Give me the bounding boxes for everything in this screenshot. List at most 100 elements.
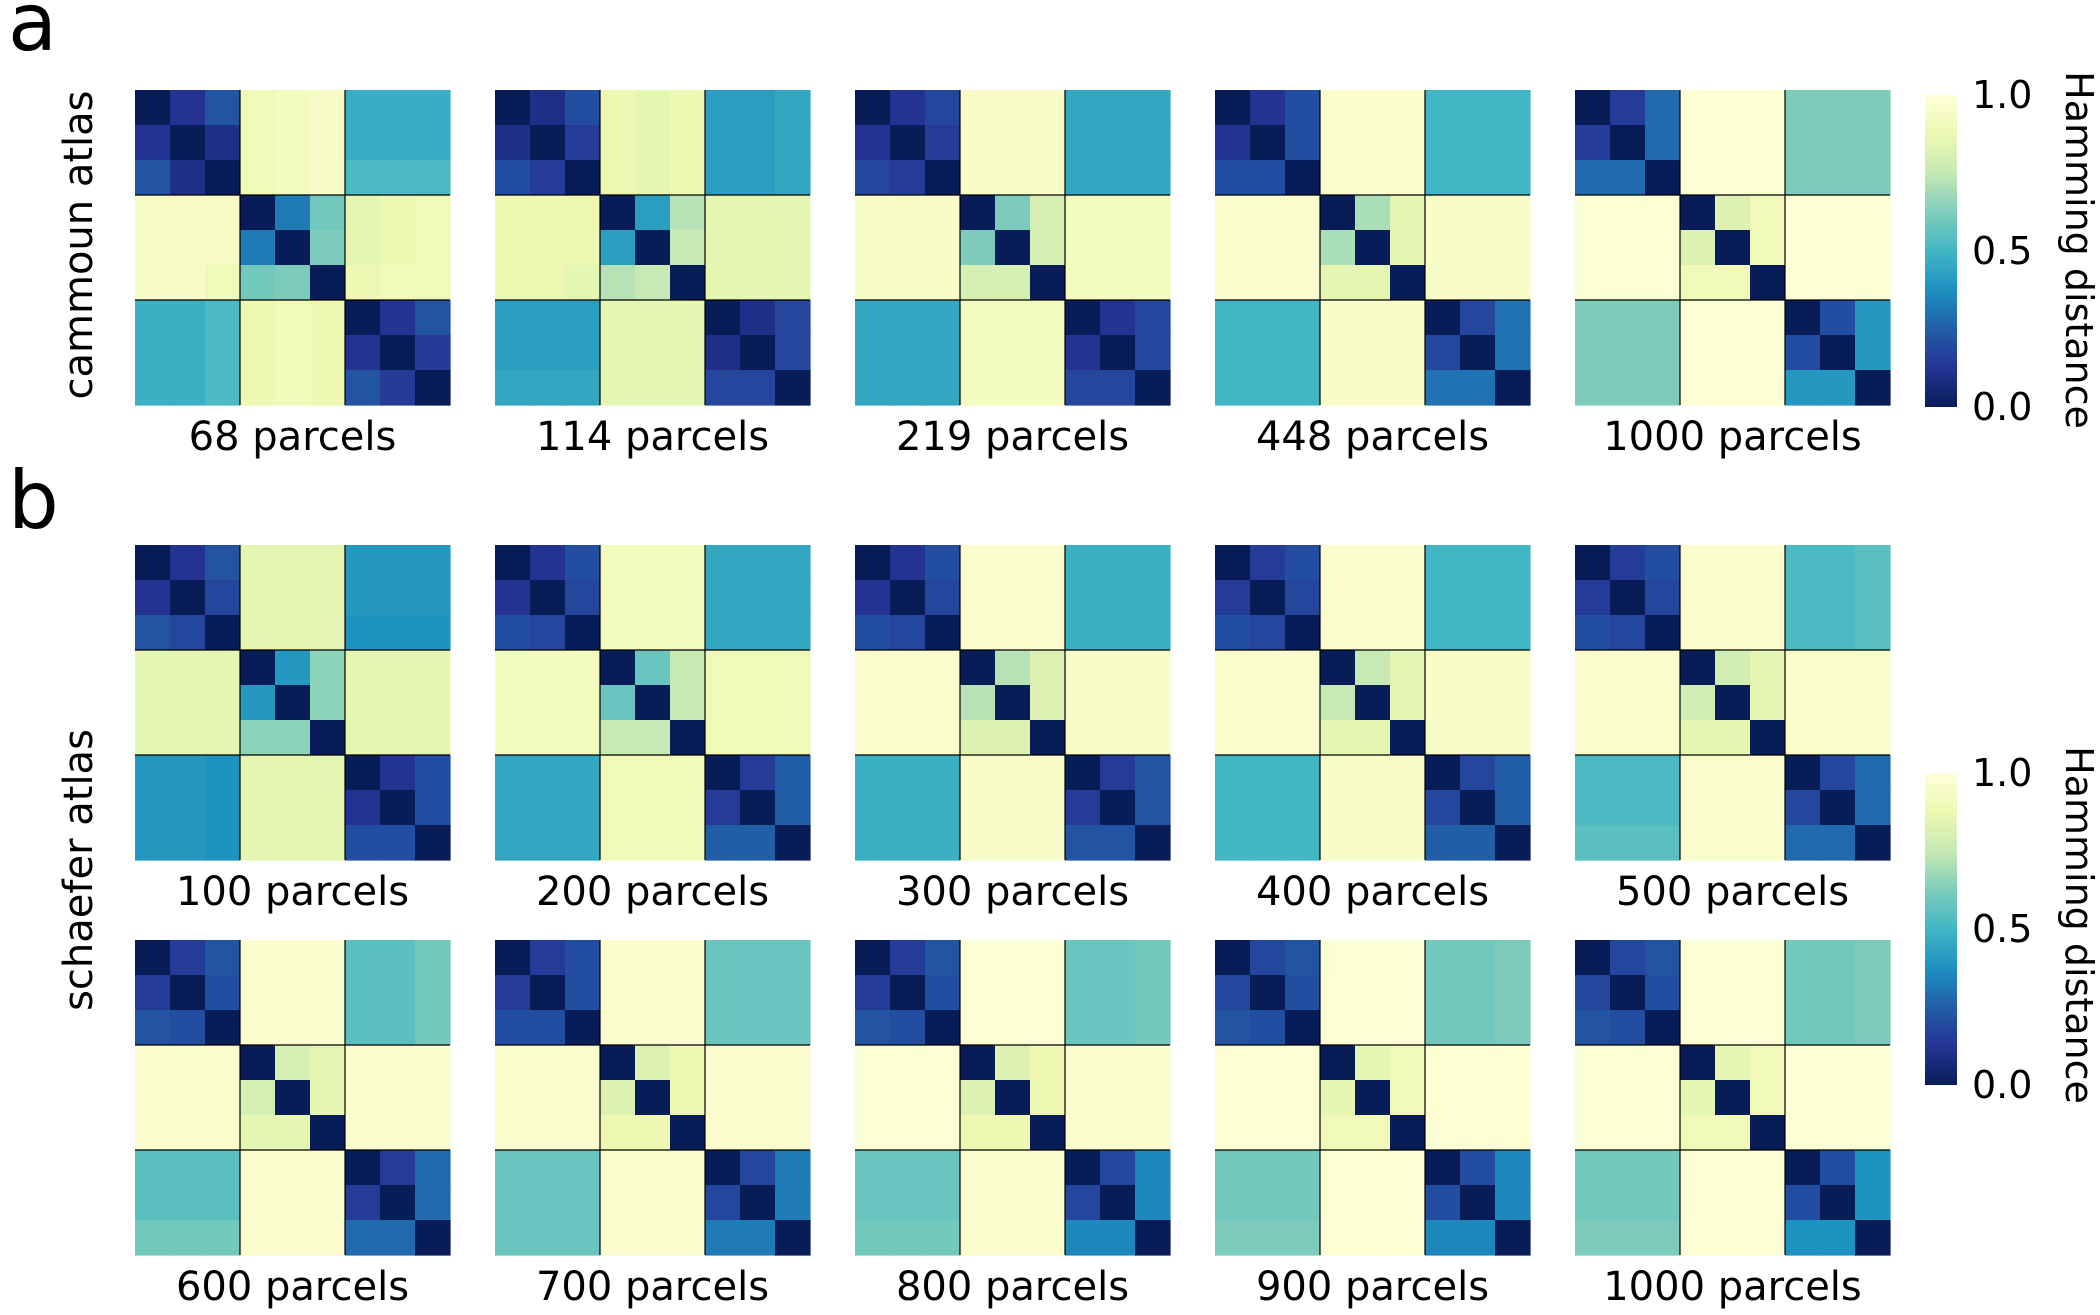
heatmap-cell (1320, 650, 1356, 686)
heatmap-cell (1390, 1220, 1426, 1256)
heatmap-cell (1285, 335, 1321, 371)
heatmap-cell (670, 1185, 706, 1221)
heatmap-cell (1100, 265, 1136, 301)
colorbar-a-tick-min: 0.0 (1972, 385, 2032, 429)
heatmap-cell (1645, 1150, 1681, 1186)
heatmap-cell (925, 790, 961, 826)
heatmap-cell (1785, 1045, 1821, 1081)
heatmap-cell (495, 720, 531, 756)
heatmap-cell (205, 650, 241, 686)
heatmap-cell (1715, 545, 1751, 581)
heatmap-cell (960, 1080, 996, 1116)
heatmap-cell (170, 90, 206, 126)
heatmap-cell (1135, 300, 1171, 336)
heatmap-cell (1250, 370, 1286, 406)
heatmap-cell (1495, 160, 1531, 196)
heatmap-cell (240, 1150, 276, 1186)
heatmap-cell (1575, 160, 1611, 196)
heatmap-cell (1100, 580, 1136, 616)
heatmap-cell (1855, 90, 1891, 126)
heatmap-cell (1460, 1115, 1496, 1151)
heatmap-cell (1320, 90, 1356, 126)
heatmap-cell (1785, 1115, 1821, 1151)
heatmap-cell (135, 975, 171, 1011)
heatmap-cell (1030, 720, 1066, 756)
heatmap-cell (1215, 1010, 1251, 1046)
heatmap-cell (995, 975, 1031, 1011)
heatmap-cell (345, 615, 381, 651)
heatmap-cell (380, 580, 416, 616)
heatmap-cell (960, 975, 996, 1011)
heatmap-cell (1460, 755, 1496, 791)
heatmap-cell (415, 720, 451, 756)
row-label-cammoun: cammoun atlas (56, 91, 102, 400)
heatmap-b-100-parcels: 100 parcels (135, 545, 451, 915)
heatmap-cell (1250, 90, 1286, 126)
heatmap-cell (1715, 1080, 1751, 1116)
heatmap-cell (380, 1150, 416, 1186)
heatmap-cell (1355, 1115, 1391, 1151)
heatmap-cell (1215, 975, 1251, 1011)
heatmap-cell (1575, 825, 1611, 861)
heatmap-cell (1575, 685, 1611, 721)
heatmap-cell (495, 685, 531, 721)
heatmap-cell (1750, 125, 1786, 161)
heatmap-b-300-parcels: 300 parcels (855, 545, 1171, 915)
heatmap-cell (1715, 580, 1751, 616)
heatmap-cell (1495, 580, 1531, 616)
heatmap-cell (495, 580, 531, 616)
heatmap-cell (1355, 615, 1391, 651)
heatmap-cell (600, 940, 636, 976)
heatmap-cell (1645, 370, 1681, 406)
colorbar-a-tick-max: 1.0 (1972, 73, 2032, 117)
heatmap-cell (1715, 1010, 1751, 1046)
heatmap-cell (1715, 370, 1751, 406)
heatmap-cell (1355, 545, 1391, 581)
heatmap-cell (495, 335, 531, 371)
heatmap-cell (495, 370, 531, 406)
heatmap-cell (1250, 1080, 1286, 1116)
heatmap-cell (705, 755, 741, 791)
heatmap-cell (1285, 720, 1321, 756)
heatmap-cell (740, 580, 776, 616)
heatmap-cell (1575, 790, 1611, 826)
heatmap-cell (310, 370, 346, 406)
heatmap-cell (1030, 545, 1066, 581)
heatmap-cell (1715, 265, 1751, 301)
heatmap-cell (1680, 825, 1716, 861)
heatmap-cell (1820, 720, 1856, 756)
heatmap-cell (1855, 1045, 1891, 1081)
heatmap-cell (310, 580, 346, 616)
row-label-schaefer: schaefer atlas (56, 729, 102, 1011)
heatmap-cell (1250, 940, 1286, 976)
heatmap-title: 219 parcels (896, 414, 1129, 460)
heatmap-cell (275, 685, 311, 721)
heatmap-cell (1215, 370, 1251, 406)
heatmap-cell (530, 230, 566, 266)
heatmap-cell (995, 1150, 1031, 1186)
heatmap-cell (775, 825, 811, 861)
heatmap-cell (415, 580, 451, 616)
heatmap-cell (170, 1010, 206, 1046)
heatmap-cell (1495, 825, 1531, 861)
heatmap-cell (1030, 1185, 1066, 1221)
heatmap-cell (1285, 1185, 1321, 1221)
heatmap-cell (995, 300, 1031, 336)
heatmap-cell (1425, 685, 1461, 721)
heatmap-cell (600, 825, 636, 861)
heatmap-cell (670, 195, 706, 231)
heatmap-cell (310, 545, 346, 581)
heatmap-cell (670, 940, 706, 976)
heatmap-cell (380, 195, 416, 231)
heatmap-cell (775, 545, 811, 581)
heatmap-cell (495, 230, 531, 266)
heatmap-cell (1820, 335, 1856, 371)
heatmap-cell (1065, 160, 1101, 196)
heatmap-cell (740, 300, 776, 336)
heatmap-cell (705, 125, 741, 161)
heatmap-cell (565, 790, 601, 826)
colorbar-a-gradient (1925, 95, 1957, 407)
heatmap-cell (960, 755, 996, 791)
heatmap-cell (635, 160, 671, 196)
colorbar-a-tick-mid: 0.5 (1972, 229, 2032, 273)
